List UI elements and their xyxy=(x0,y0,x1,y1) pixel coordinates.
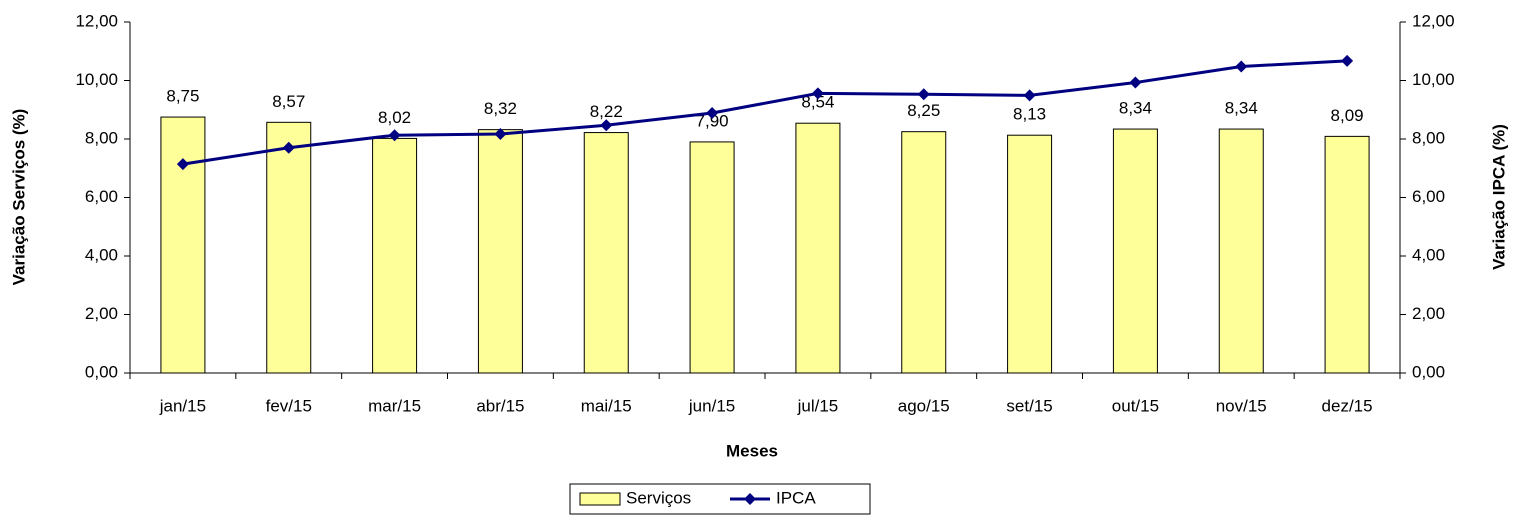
value-label: 8,22 xyxy=(590,102,623,121)
value-label: 8,75 xyxy=(166,87,199,106)
x-tick-label: mar/15 xyxy=(368,396,421,415)
value-label: 8,54 xyxy=(801,93,834,112)
y-tick-label: 8,00 xyxy=(85,128,118,147)
y-tick-label: 2,00 xyxy=(85,304,118,323)
x-tick-label: abr/15 xyxy=(476,396,524,415)
x-tick-label: set/15 xyxy=(1006,396,1052,415)
x-tick-label: ago/15 xyxy=(898,396,950,415)
value-label: 8,32 xyxy=(484,99,517,118)
y2-tick-label: 4,00 xyxy=(1412,245,1445,264)
bar xyxy=(1112,128,1158,374)
line-marker xyxy=(282,141,295,154)
bar xyxy=(1324,135,1370,374)
legend-marker xyxy=(744,493,756,505)
y-tick-label: 6,00 xyxy=(85,187,118,206)
line-marker xyxy=(600,119,613,132)
legend-swatch xyxy=(579,492,621,506)
bar xyxy=(689,141,735,374)
value-label: 8,25 xyxy=(907,101,940,120)
bar xyxy=(583,132,629,374)
y2-tick-label: 10,00 xyxy=(1412,70,1455,89)
y-tick-label: 10,00 xyxy=(75,70,118,89)
bar xyxy=(795,122,841,374)
x-tick-label: nov/15 xyxy=(1216,396,1267,415)
legend-label: Serviços xyxy=(626,488,691,507)
line-marker xyxy=(1341,54,1354,67)
x-tick-label: mai/15 xyxy=(581,396,632,415)
line-marker xyxy=(1235,60,1248,73)
y-tick-label: 4,00 xyxy=(85,245,118,264)
line-marker xyxy=(1023,89,1036,102)
value-label: 8,34 xyxy=(1119,99,1152,118)
bar xyxy=(160,116,206,374)
bar xyxy=(477,129,523,374)
value-label: 8,02 xyxy=(378,108,411,127)
y2-tick-label: 6,00 xyxy=(1412,187,1445,206)
x-tick-label: jul/15 xyxy=(797,396,839,415)
x-axis-title: Meses xyxy=(726,441,778,460)
line-marker xyxy=(1129,76,1142,89)
line-marker xyxy=(706,106,719,119)
y-tick-label: 12,00 xyxy=(75,11,118,30)
line-marker xyxy=(811,87,824,100)
x-tick-label: dez/15 xyxy=(1322,396,1373,415)
value-label: 8,57 xyxy=(272,92,305,111)
line-marker xyxy=(494,128,507,141)
value-label: 7,90 xyxy=(696,111,729,130)
value-label: 8,34 xyxy=(1225,99,1258,118)
y-tick-label: 0,00 xyxy=(85,362,118,381)
bar xyxy=(1218,128,1264,374)
x-tick-label: out/15 xyxy=(1112,396,1159,415)
x-tick-label: jan/15 xyxy=(159,396,206,415)
line xyxy=(182,59,1348,166)
y2-tick-label: 8,00 xyxy=(1412,128,1445,147)
y2-tick-label: 0,00 xyxy=(1412,362,1445,381)
y2-axis-title: Variação IPCA (%) xyxy=(1489,124,1508,270)
x-tick-label: jun/15 xyxy=(688,396,735,415)
y2-tick-label: 12,00 xyxy=(1412,11,1455,30)
value-label: 8,13 xyxy=(1013,105,1046,124)
line-marker xyxy=(176,158,189,171)
y2-tick-label: 2,00 xyxy=(1412,304,1445,323)
bar xyxy=(1007,134,1053,374)
bar xyxy=(901,131,947,374)
line-marker xyxy=(917,88,930,101)
x-tick-label: fev/15 xyxy=(266,396,312,415)
legend-label: IPCA xyxy=(776,488,816,507)
line-marker xyxy=(388,129,401,142)
y-axis-title: Variação Serviços (%) xyxy=(9,109,28,286)
value-label: 8,09 xyxy=(1331,106,1364,125)
bar xyxy=(372,137,418,374)
bar xyxy=(266,121,312,374)
